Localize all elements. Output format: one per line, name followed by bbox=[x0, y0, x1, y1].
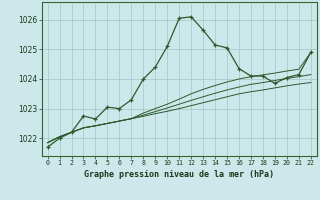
X-axis label: Graphe pression niveau de la mer (hPa): Graphe pression niveau de la mer (hPa) bbox=[84, 170, 274, 179]
